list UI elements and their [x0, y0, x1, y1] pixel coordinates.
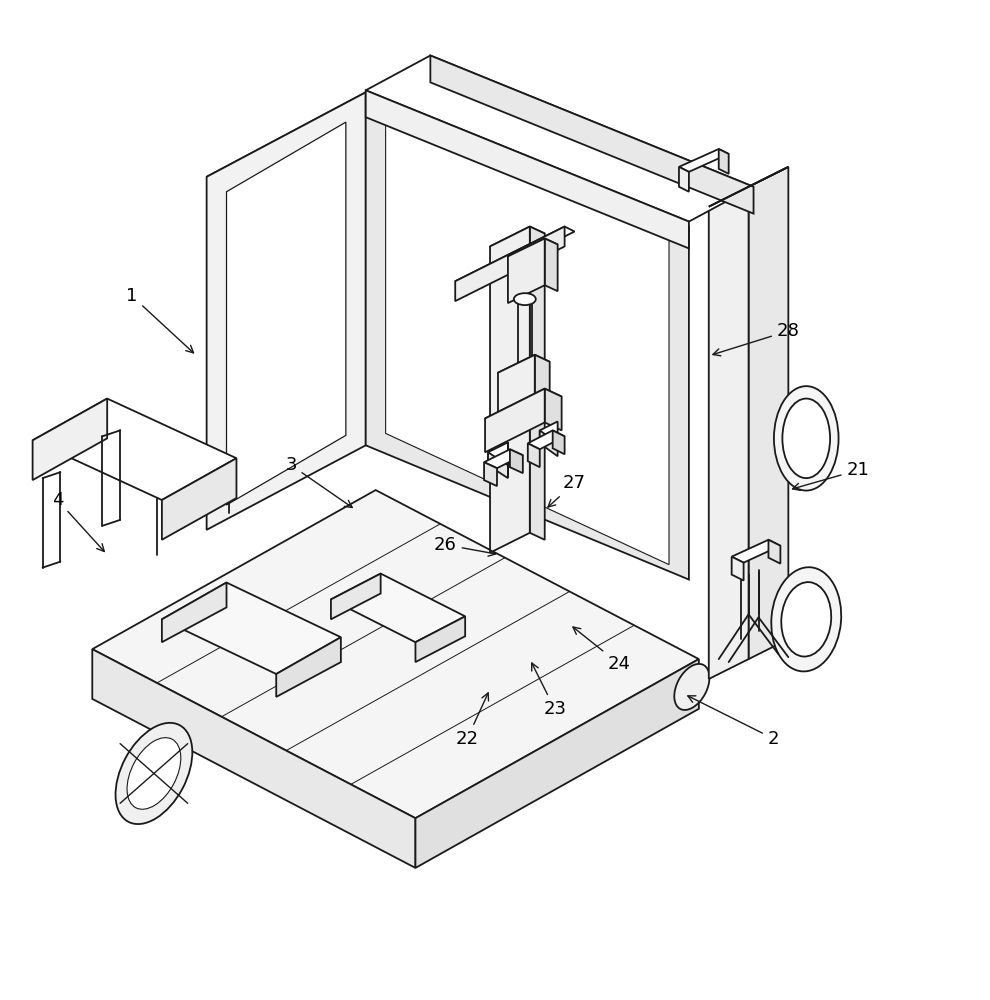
Polygon shape — [768, 540, 780, 564]
Polygon shape — [207, 92, 689, 311]
Polygon shape — [540, 430, 557, 456]
Polygon shape — [544, 238, 557, 291]
Polygon shape — [732, 557, 743, 581]
Polygon shape — [455, 227, 574, 286]
Polygon shape — [679, 149, 729, 172]
Polygon shape — [365, 90, 689, 248]
Polygon shape — [498, 355, 535, 419]
Text: 23: 23 — [532, 663, 566, 718]
Polygon shape — [365, 92, 689, 580]
Polygon shape — [416, 659, 699, 868]
Text: 28: 28 — [713, 322, 800, 356]
Polygon shape — [498, 355, 549, 380]
Polygon shape — [484, 462, 497, 486]
Polygon shape — [510, 449, 523, 473]
Polygon shape — [709, 187, 748, 679]
Ellipse shape — [782, 399, 830, 478]
Polygon shape — [535, 355, 549, 409]
Polygon shape — [33, 399, 107, 480]
Text: 26: 26 — [434, 536, 496, 556]
Polygon shape — [490, 227, 530, 553]
Polygon shape — [488, 442, 508, 465]
Polygon shape — [386, 102, 669, 565]
Polygon shape — [331, 574, 465, 642]
Text: 24: 24 — [573, 627, 631, 673]
Polygon shape — [528, 430, 564, 449]
Polygon shape — [331, 574, 380, 619]
Ellipse shape — [514, 293, 536, 305]
Polygon shape — [207, 92, 365, 530]
Polygon shape — [508, 238, 544, 303]
Ellipse shape — [774, 386, 839, 491]
Ellipse shape — [771, 567, 842, 671]
Polygon shape — [92, 649, 416, 868]
Polygon shape — [162, 583, 341, 674]
Text: 21: 21 — [793, 461, 869, 490]
Polygon shape — [709, 167, 788, 207]
Polygon shape — [33, 399, 237, 500]
Polygon shape — [485, 389, 544, 452]
Polygon shape — [540, 421, 557, 443]
Polygon shape — [719, 149, 729, 174]
Polygon shape — [485, 389, 561, 426]
Polygon shape — [431, 56, 753, 214]
Polygon shape — [490, 227, 544, 253]
Ellipse shape — [514, 363, 536, 375]
Polygon shape — [679, 167, 689, 192]
Polygon shape — [732, 540, 780, 563]
Polygon shape — [162, 458, 237, 540]
Polygon shape — [748, 167, 788, 659]
Polygon shape — [455, 227, 564, 301]
Polygon shape — [484, 449, 523, 468]
Text: 22: 22 — [455, 693, 488, 748]
Polygon shape — [488, 452, 508, 478]
Text: 1: 1 — [127, 287, 193, 353]
Polygon shape — [544, 389, 561, 430]
Polygon shape — [508, 238, 557, 262]
Text: 3: 3 — [285, 456, 352, 507]
Polygon shape — [528, 443, 540, 467]
Polygon shape — [365, 56, 753, 222]
Polygon shape — [227, 122, 346, 505]
Ellipse shape — [781, 582, 832, 657]
Ellipse shape — [116, 723, 192, 824]
Polygon shape — [92, 490, 699, 818]
Text: 27: 27 — [547, 474, 586, 507]
Polygon shape — [276, 637, 341, 697]
Polygon shape — [552, 430, 564, 454]
Text: 4: 4 — [51, 491, 104, 551]
Text: 2: 2 — [688, 696, 779, 748]
Polygon shape — [162, 583, 227, 642]
Ellipse shape — [674, 664, 710, 710]
Polygon shape — [416, 616, 465, 662]
Polygon shape — [530, 227, 544, 540]
Ellipse shape — [127, 738, 181, 809]
